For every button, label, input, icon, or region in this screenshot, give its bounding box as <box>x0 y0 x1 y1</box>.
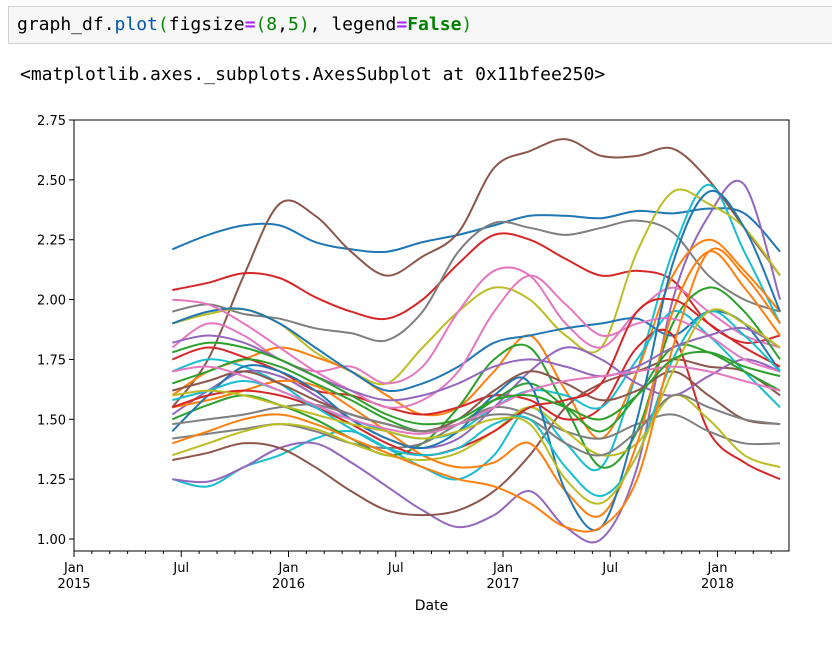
series-line-s22 <box>172 370 781 433</box>
series-line-s29 <box>171 247 781 533</box>
code-token: , legend <box>309 14 397 35</box>
code-cell-input[interactable]: graph_df.plot(figsize=(8,5), legend=Fals… <box>8 6 832 44</box>
code-token: , <box>277 14 288 35</box>
x-tick-label: Jan <box>277 561 298 576</box>
series-line-s27 <box>172 308 781 505</box>
code-token: = <box>244 14 256 35</box>
series-line-s2 <box>171 138 781 408</box>
series-line-s1 <box>171 207 781 254</box>
y-tick-label: 1.75 <box>37 353 66 368</box>
code-token: plot <box>114 14 158 35</box>
x-tick-year-label: 2016 <box>272 577 305 592</box>
x-tick-label: Jan <box>492 561 513 576</box>
series-line-s4 <box>172 219 781 343</box>
code-token: 8 <box>266 14 278 35</box>
y-axis: 1.00 1.25 1.50 1.75 2.00 2.25 2.50 2.75 <box>37 114 74 548</box>
series-layer <box>171 138 782 544</box>
series-line-s18 <box>172 274 781 409</box>
x-tick-year-label: 2017 <box>486 577 519 592</box>
x-tick-label: Jan <box>63 561 84 576</box>
series-line-s5 <box>172 183 781 488</box>
cell-output-text: <matplotlib.axes._subplots.AxesSubplot a… <box>20 64 606 85</box>
series-line-s12 <box>172 358 781 517</box>
series-line-s3 <box>172 232 781 345</box>
y-tick-label: 2.75 <box>37 114 66 129</box>
series-line-s30 <box>172 341 781 426</box>
code-line: graph_df.plot(figsize=(8,5), legend=Fals… <box>17 14 472 35</box>
y-tick-label: 2.50 <box>37 174 66 189</box>
code-token: 5 <box>287 14 299 35</box>
series-line-s24 <box>172 393 781 457</box>
series-line-s19 <box>172 250 781 518</box>
y-tick-label: 2.25 <box>37 234 66 249</box>
x-axis-label: Date <box>415 598 448 614</box>
line-chart: 1.001.251.501.752.002.252.502.75 Jan2015… <box>37 114 790 614</box>
code-token: ) <box>298 14 310 35</box>
y-tick-label: 1.50 <box>37 413 66 428</box>
code-token: graph_df. <box>17 14 115 35</box>
code-token: ( <box>255 14 267 35</box>
x-tick-year-label: 2015 <box>57 577 90 592</box>
x-tick-label: Jul <box>172 561 189 576</box>
y-tick-label: 2.00 <box>37 294 66 309</box>
code-token: = <box>396 14 408 35</box>
axes-frame <box>73 119 790 552</box>
code-token: ) <box>461 14 473 35</box>
y-tick-label: 1.00 <box>37 533 66 548</box>
code-token: False <box>407 14 462 35</box>
x-tick-year-label: 2018 <box>701 577 734 592</box>
series-line-s28 <box>172 365 781 435</box>
series-line-s21 <box>171 189 782 532</box>
code-token: ( <box>157 14 169 35</box>
series-line-s23 <box>171 297 781 457</box>
code-token: figsize <box>168 14 245 35</box>
y-tick-label: 1.25 <box>37 473 66 488</box>
x-tick-label: Jul <box>601 561 618 576</box>
x-tick-label: Jan <box>706 561 727 576</box>
x-tick-label: Jul <box>387 561 404 576</box>
